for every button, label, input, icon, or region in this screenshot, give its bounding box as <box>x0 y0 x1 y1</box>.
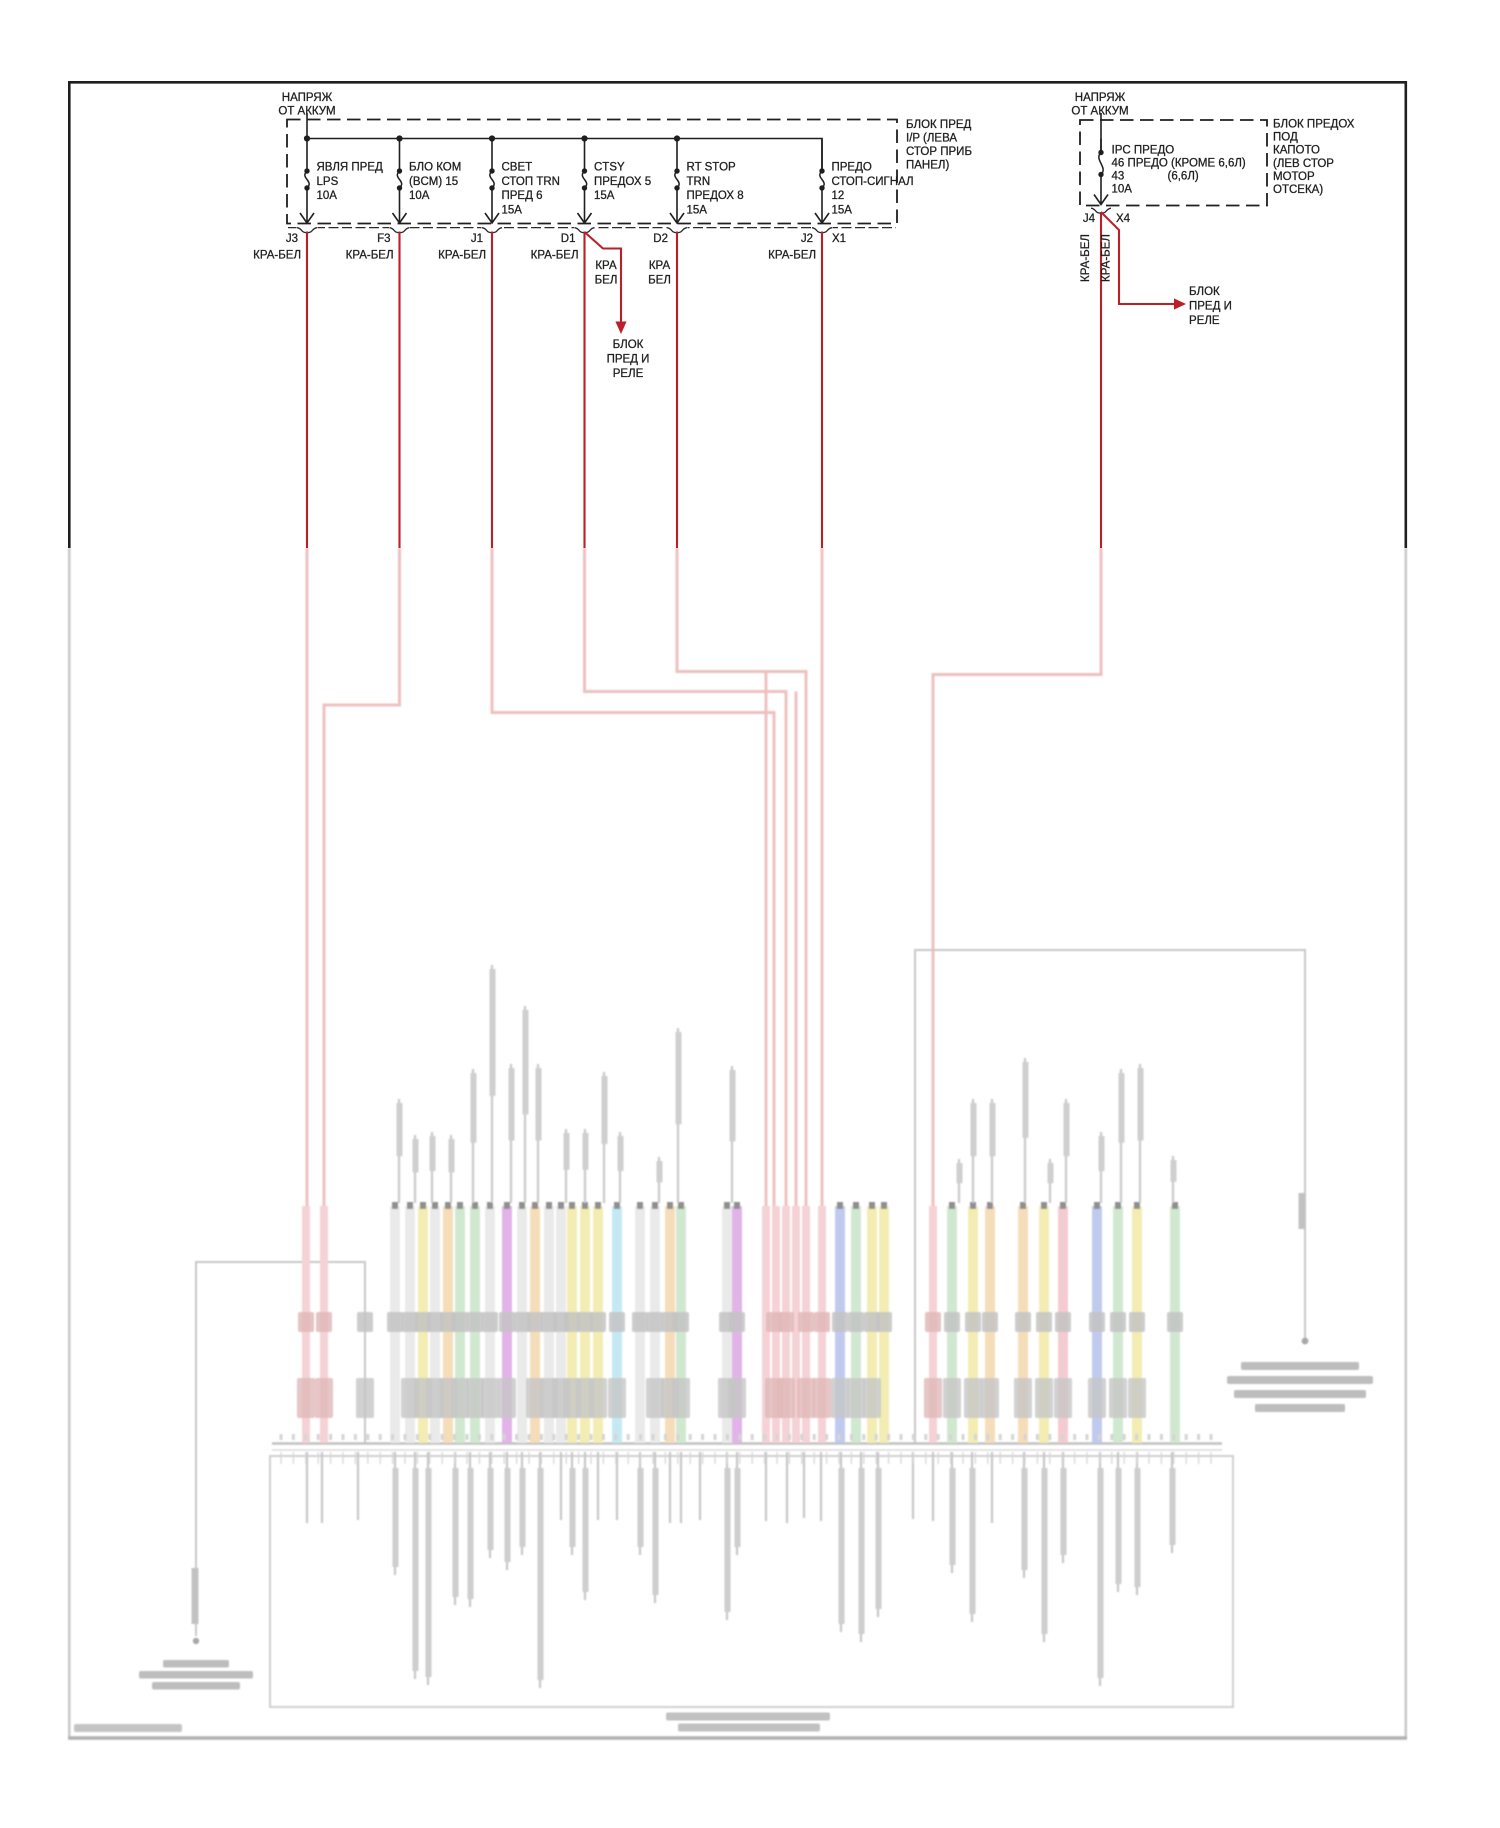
svg-text:БЛОК ПРЕД: БЛОК ПРЕД <box>906 119 972 131</box>
svg-text:РЕЛЕ: РЕЛЕ <box>1189 315 1220 327</box>
svg-text:ОТ АККУМ: ОТ АККУМ <box>1071 106 1128 118</box>
svg-text:КРА-БЕЛ: КРА-БЕЛ <box>253 250 301 262</box>
svg-text:J2: J2 <box>801 233 813 245</box>
svg-text:СТОП TRN: СТОП TRN <box>502 176 560 188</box>
svg-text:ПРЕД 6: ПРЕД 6 <box>502 190 543 202</box>
svg-text:ПРЕДОХ 8: ПРЕДОХ 8 <box>687 190 744 202</box>
svg-text:ОТ АККУМ: ОТ АККУМ <box>278 106 335 118</box>
svg-text:НАПРЯЖ: НАПРЯЖ <box>1075 92 1126 104</box>
svg-text:ПРЕДОХ 5: ПРЕДОХ 5 <box>594 176 651 188</box>
svg-text:10A: 10A <box>1112 184 1133 196</box>
svg-text:ОТСЕКА): ОТСЕКА) <box>1273 184 1323 196</box>
svg-text:15A: 15A <box>687 204 708 216</box>
svg-text:F3: F3 <box>377 233 390 245</box>
svg-text:IPC ПРЕДО: IPC ПРЕДО <box>1112 145 1175 157</box>
svg-text:D2: D2 <box>653 233 668 245</box>
svg-text:БЕЛ: БЕЛ <box>595 275 618 287</box>
svg-text:КРА-БЕЛ: КРА-БЕЛ <box>531 250 579 262</box>
svg-text:(ЛЕВ СТОР: (ЛЕВ СТОР <box>1273 158 1334 170</box>
svg-text:15A: 15A <box>832 204 853 216</box>
svg-text:КАПОТО: КАПОТО <box>1273 145 1320 157</box>
svg-text:КРА: КРА <box>649 260 671 272</box>
svg-text:КРА-БЕЛ: КРА-БЕЛ <box>768 250 816 262</box>
svg-text:D1: D1 <box>561 233 576 245</box>
svg-text:КРА-БЕЛ: КРА-БЕЛ <box>438 250 486 262</box>
svg-text:J4: J4 <box>1083 213 1096 225</box>
svg-text:15A: 15A <box>594 190 615 202</box>
svg-text:ПРЕДО: ПРЕДО <box>832 162 872 174</box>
svg-text:(BCM) 15: (BCM) 15 <box>409 176 458 188</box>
svg-text:КРА-БЕЛ: КРА-БЕЛ <box>346 250 394 262</box>
svg-text:TRN: TRN <box>687 176 711 188</box>
svg-text:I/P (ЛЕВА: I/P (ЛЕВА <box>906 133 957 145</box>
svg-text:CTSY: CTSY <box>594 162 625 174</box>
svg-text:РЕЛЕ: РЕЛЕ <box>613 368 644 380</box>
svg-text:КРА: КРА <box>595 260 617 272</box>
svg-text:ПАНЕЛ): ПАНЕЛ) <box>906 160 949 172</box>
svg-text:СВЕТ: СВЕТ <box>502 162 533 174</box>
svg-text:СТОР ПРИБ: СТОР ПРИБ <box>906 146 972 158</box>
svg-text:МОТОР: МОТОР <box>1273 171 1315 183</box>
svg-text:X1: X1 <box>832 233 846 245</box>
svg-text:LPS: LPS <box>317 176 339 188</box>
svg-text:БЛОК: БЛОК <box>1189 286 1220 298</box>
svg-text:J1: J1 <box>471 233 483 245</box>
svg-text:(6,6Л): (6,6Л) <box>1168 171 1199 183</box>
svg-text:X4: X4 <box>1116 213 1131 225</box>
svg-text:КРА-БЕЛ: КРА-БЕЛ <box>1080 234 1092 282</box>
svg-text:БЛОК ПРЕДОХ: БЛОК ПРЕДОХ <box>1273 119 1355 131</box>
svg-text:ПРЕД И: ПРЕД И <box>607 354 650 366</box>
svg-text:ПРЕД И: ПРЕД И <box>1189 301 1232 313</box>
svg-text:КРА-БЕЛ: КРА-БЕЛ <box>1101 234 1113 282</box>
svg-text:ЯВЛЯ ПРЕД: ЯВЛЯ ПРЕД <box>317 162 383 174</box>
svg-text:БЕЛ: БЕЛ <box>648 275 671 287</box>
svg-text:43: 43 <box>1112 171 1125 183</box>
svg-text:СТОП-СИГНАЛ: СТОП-СИГНАЛ <box>832 176 914 188</box>
svg-text:НАПРЯЖ: НАПРЯЖ <box>282 92 333 104</box>
svg-text:БЛОК: БЛОК <box>613 339 644 351</box>
svg-text:БЛО КОМ: БЛО КОМ <box>409 162 461 174</box>
svg-text:12: 12 <box>832 190 845 202</box>
svg-text:15A: 15A <box>502 204 523 216</box>
svg-text:ПОД: ПОД <box>1273 132 1298 144</box>
svg-text:46 ПРЕДО (КРОМЕ 6,6Л): 46 ПРЕДО (КРОМЕ 6,6Л) <box>1112 158 1246 170</box>
svg-text:J3: J3 <box>286 233 298 245</box>
svg-text:10A: 10A <box>409 190 430 202</box>
svg-text:10A: 10A <box>317 190 338 202</box>
svg-text:RT STOP: RT STOP <box>687 162 737 174</box>
